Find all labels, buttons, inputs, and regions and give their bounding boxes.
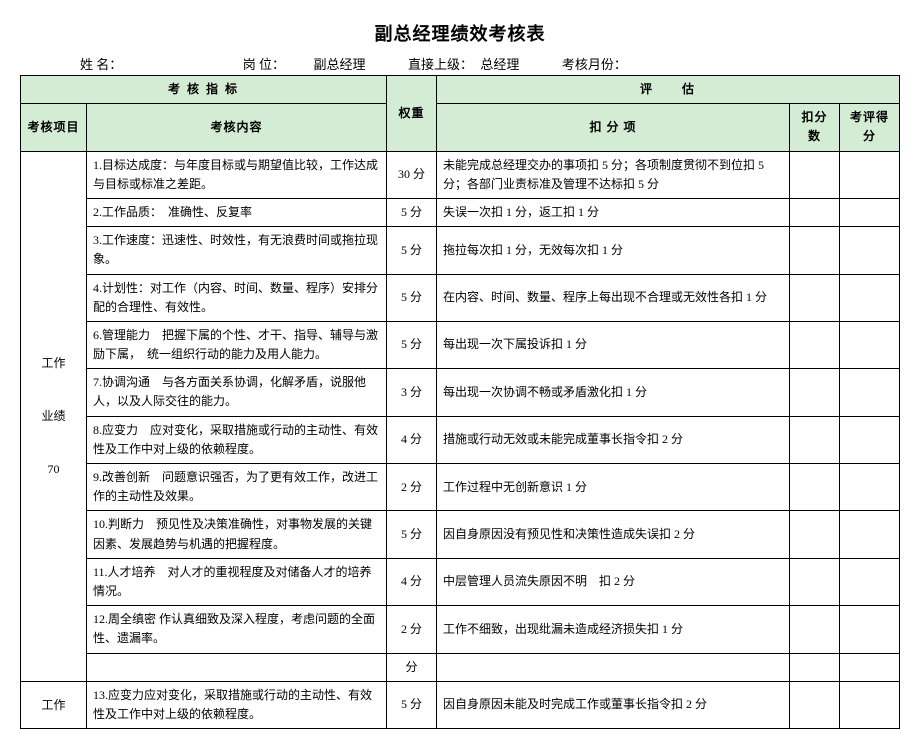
cell-escore [839, 198, 899, 226]
info-line: 姓 名： 岗 位： 副总经理 直接上级： 总经理 考核月份： [20, 54, 900, 73]
cell-weight: 30 分 [387, 151, 437, 198]
cell-dscore [789, 511, 839, 558]
table-row: 工作 13.应变力应对变化，采取措施或行动的主动性、有效性及工作中对上级的依赖程… [21, 681, 900, 728]
cell-content: 4.计划性：对工作（内容、时间、数量、程序）安排分配的合理性、有效性。 [87, 274, 387, 321]
cell-content: 9.改善创新 问题意识强否，为了更有效工作，改进工作的主动性及效果。 [87, 464, 387, 511]
table-row: 4.计划性：对工作（内容、时间、数量、程序）安排分配的合理性、有效性。 5 分 … [21, 274, 900, 321]
table-row: 11.人才培养 对人才的重视程度及对储备人才的培养情况。 4 分 中层管理人员流… [21, 558, 900, 605]
cell-dscore [789, 274, 839, 321]
cell-content: 1.目标达成度：与年度目标或与期望值比较，工作达成与目标或标准之差距。 [87, 151, 387, 198]
hdr-deduct-item: 扣 分 项 [437, 104, 790, 151]
cell-escore [839, 558, 899, 605]
cell-content: 12.周全缜密 作认真细致及深入程度，考虑问题的全面性、遗漏率。 [87, 606, 387, 653]
month-label: 考核月份： [562, 57, 627, 72]
cell-deduct [437, 653, 790, 681]
table-row: 10.判断力 预见性及决策准确性，对事物发展的关键因素、发展趋势与机遇的把握程度… [21, 511, 900, 558]
cell-escore [839, 606, 899, 653]
table-row: 6.管理能力 把握下属的个性、才干、指导、辅导与激励下属， 统一组织行动的能力及… [21, 321, 900, 368]
cell-dscore [789, 321, 839, 368]
table-row: 12.周全缜密 作认真细致及深入程度，考虑问题的全面性、遗漏率。 2 分 工作不… [21, 606, 900, 653]
hdr-indicator: 考 核 指 标 [21, 76, 387, 104]
cell-weight: 5 分 [387, 198, 437, 226]
cell-dscore [789, 416, 839, 463]
cell-escore [839, 321, 899, 368]
cell-deduct: 每出现一次协调不畅或矛盾激化扣 1 分 [437, 369, 790, 416]
cell-weight: 5 分 [387, 511, 437, 558]
cell-escore [839, 511, 899, 558]
section2-label: 工作 [21, 681, 87, 728]
cell-weight: 2 分 [387, 464, 437, 511]
cell-dscore [789, 606, 839, 653]
cell-dscore [789, 369, 839, 416]
cell-weight: 5 分 [387, 227, 437, 274]
table-row: 分 [21, 653, 900, 681]
page-wrapper: 副总经理绩效考核表 姓 名： 岗 位： 副总经理 直接上级： 总经理 考核月份：… [20, 20, 900, 729]
cell-weight: 5 分 [387, 274, 437, 321]
cell-deduct: 中层管理人员流失原因不明 扣 2 分 [437, 558, 790, 605]
cell-content: 2.工作品质： 准确性、反复率 [87, 198, 387, 226]
superior-value: 总经理 [480, 57, 519, 72]
cell-deduct: 措施或行动无效或未能完成董事长指令扣 2 分 [437, 416, 790, 463]
cell-weight: 2 分 [387, 606, 437, 653]
cell-weight: 4 分 [387, 558, 437, 605]
cell-weight: 5 分 [387, 681, 437, 728]
cell-deduct: 工作不细致，出现纰漏未造成经济损失扣 1 分 [437, 606, 790, 653]
cell-escore [839, 464, 899, 511]
cell-escore [839, 227, 899, 274]
hdr-project: 考核项目 [21, 104, 87, 151]
cell-deduct: 拖拉每次扣 1 分，无效每次扣 1 分 [437, 227, 790, 274]
cell-deduct: 因自身原因未能及时完成工作或董事长指令扣 2 分 [437, 681, 790, 728]
cell-weight: 3 分 [387, 369, 437, 416]
hdr-content: 考核内容 [87, 104, 387, 151]
assessment-table: 考 核 指 标 权重 评 估 扣 分 项 扣分数 考评得分 考核项目 考核内容 … [20, 75, 900, 729]
cell-deduct: 未能完成总经理交办的事项扣 5 分；各项制度贯彻不到位扣 5 分；各部门业责标准… [437, 151, 790, 198]
cell-deduct: 在内容、时间、数量、程序上每出现不合理或无效性各扣 1 分 [437, 274, 790, 321]
section1-label: 工作 业绩 70 [21, 151, 87, 681]
cell-weight: 分 [387, 653, 437, 681]
hdr-eval-score: 考评得分 [839, 104, 899, 151]
table-row: 3.工作速度：迅速性、时效性，有无浪费时间或拖拉现象。 5 分 拖拉每次扣 1 … [21, 227, 900, 274]
cell-deduct: 失误一次扣 1 分，返工扣 1 分 [437, 198, 790, 226]
cell-deduct: 因自身原因没有预见性和决策性造成失误扣 2 分 [437, 511, 790, 558]
name-label: 姓 名： [80, 57, 122, 72]
cell-dscore [789, 653, 839, 681]
post-label: 岗 位： [243, 57, 285, 72]
hdr-deduct-score: 扣分数 [789, 104, 839, 151]
cell-deduct: 工作过程中无创新意识 1 分 [437, 464, 790, 511]
hdr-eval: 评 估 [437, 76, 900, 104]
cell-dscore [789, 198, 839, 226]
superior-label: 直接上级： [408, 57, 473, 72]
cell-escore [839, 653, 899, 681]
cell-weight: 4 分 [387, 416, 437, 463]
table-row: 工作 业绩 70 1.目标达成度：与年度目标或与期望值比较，工作达成与目标或标准… [21, 151, 900, 198]
cell-deduct: 每出现一次下属投诉扣 1 分 [437, 321, 790, 368]
cell-weight: 5 分 [387, 321, 437, 368]
cell-escore [839, 681, 899, 728]
cell-escore [839, 369, 899, 416]
table-header-row: 考 核 指 标 权重 评 估 [21, 76, 900, 104]
cell-content: 7.协调沟通 与各方面关系协调，化解矛盾，说服他人，以及人际交往的能力。 [87, 369, 387, 416]
cell-content: 8.应变力 应对变化，采取措施或行动的主动性、有效性及工作中对上级的依赖程度。 [87, 416, 387, 463]
cell-dscore [789, 227, 839, 274]
table-row: 8.应变力 应对变化，采取措施或行动的主动性、有效性及工作中对上级的依赖程度。 … [21, 416, 900, 463]
cell-dscore [789, 151, 839, 198]
cell-escore [839, 151, 899, 198]
table-row: 7.协调沟通 与各方面关系协调，化解矛盾，说服他人，以及人际交往的能力。 3 分… [21, 369, 900, 416]
cell-content [87, 653, 387, 681]
cell-content: 13.应变力应对变化，采取措施或行动的主动性、有效性及工作中对上级的依赖程度。 [87, 681, 387, 728]
cell-dscore [789, 558, 839, 605]
cell-escore [839, 274, 899, 321]
cell-content: 10.判断力 预见性及决策准确性，对事物发展的关键因素、发展趋势与机遇的把握程度… [87, 511, 387, 558]
cell-content: 6.管理能力 把握下属的个性、才干、指导、辅导与激励下属， 统一组织行动的能力及… [87, 321, 387, 368]
cell-content: 11.人才培养 对人才的重视程度及对储备人才的培养情况。 [87, 558, 387, 605]
table-row: 2.工作品质： 准确性、反复率 5 分 失误一次扣 1 分，返工扣 1 分 [21, 198, 900, 226]
page-title: 副总经理绩效考核表 [20, 20, 900, 46]
cell-dscore [789, 464, 839, 511]
hdr-weight: 权重 [387, 76, 437, 152]
cell-content: 3.工作速度：迅速性、时效性，有无浪费时间或拖拉现象。 [87, 227, 387, 274]
table-row: 9.改善创新 问题意识强否，为了更有效工作，改进工作的主动性及效果。 2 分 工… [21, 464, 900, 511]
cell-escore [839, 416, 899, 463]
post-value: 副总经理 [314, 57, 366, 72]
cell-dscore [789, 681, 839, 728]
